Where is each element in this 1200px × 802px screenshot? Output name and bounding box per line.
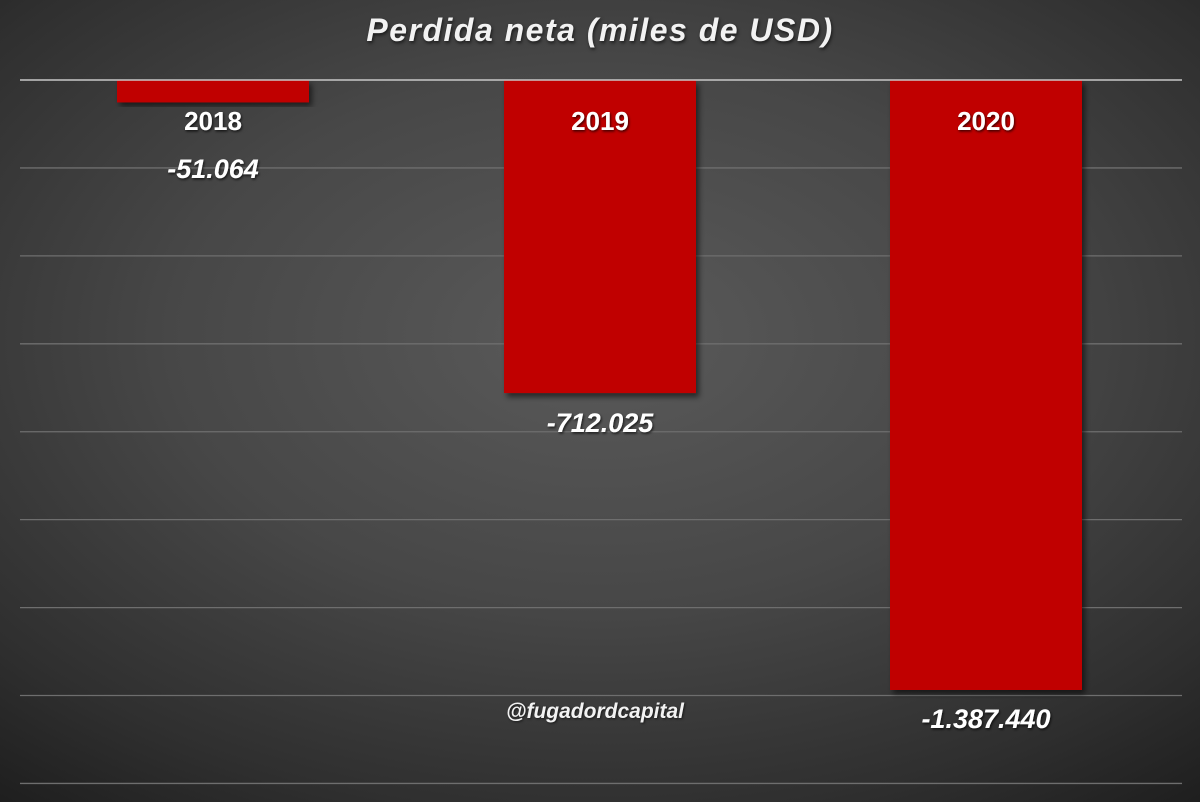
category-label-2019: 2019 [571,106,629,136]
bar-2018 [117,80,309,103]
data-label-2019: -712.025 [547,408,655,438]
bar-2020 [890,80,1082,690]
chart-title: Perdida neta (miles de USD) [366,12,834,48]
category-label-2018: 2018 [184,106,242,136]
bar-2019 [504,80,696,394]
watermark-handle: @fugadordcapital [506,700,684,723]
category-label-2020: 2020 [957,106,1015,136]
data-label-2020: -1.387.440 [921,704,1050,734]
data-label-2018: -51.064 [167,154,259,184]
